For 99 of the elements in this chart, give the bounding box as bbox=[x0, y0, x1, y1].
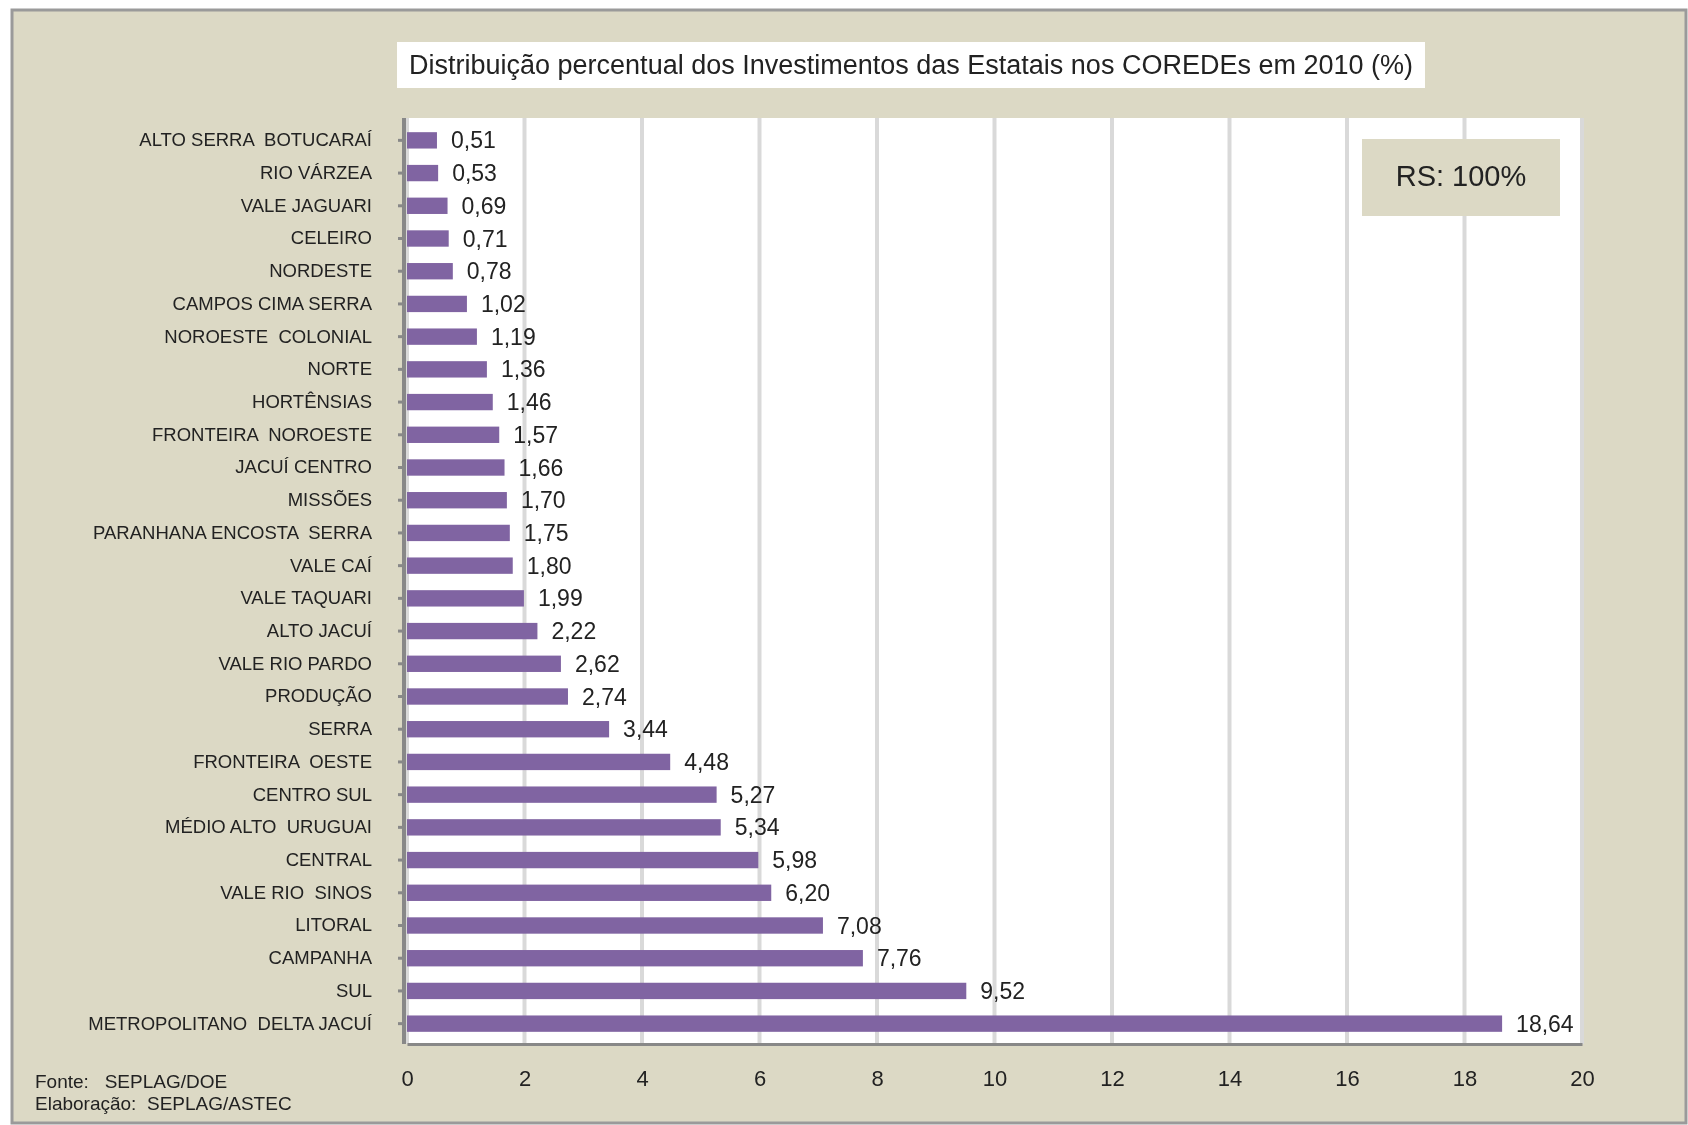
y-tick-label: CENTRAL bbox=[285, 848, 372, 870]
x-tick-label: 4 bbox=[636, 1065, 649, 1091]
data-label: 4,48 bbox=[684, 748, 729, 775]
bar bbox=[407, 230, 449, 247]
y-tick-label: VALE JAGUARI bbox=[240, 194, 372, 216]
bar bbox=[407, 295, 467, 313]
data-label: 1,02 bbox=[480, 290, 526, 317]
bar bbox=[407, 590, 524, 607]
bar bbox=[407, 950, 863, 967]
source-note: Fonte: SEPLAG/DOE bbox=[35, 1071, 228, 1092]
y-tick-label: PARANHANA ENCOSTA SERRA bbox=[93, 521, 373, 543]
x-tick-label: 20 bbox=[1570, 1065, 1595, 1091]
bar bbox=[407, 557, 513, 574]
bar bbox=[407, 917, 823, 934]
data-label: 0,71 bbox=[462, 225, 508, 252]
data-label: 0,51 bbox=[450, 127, 496, 154]
y-tick-label: CAMPANHA bbox=[268, 947, 373, 969]
bar bbox=[407, 459, 505, 476]
chart-title: Distribuição percentual dos Investimentos das Estatais nos COREDEs em 2010 (%) bbox=[409, 50, 1413, 80]
data-label: 1,19 bbox=[490, 323, 536, 350]
y-tick-label: METROPOLITANO DELTA JACUÍ bbox=[88, 1012, 373, 1034]
y-tick-label: SUL bbox=[336, 979, 372, 1001]
bar bbox=[407, 197, 448, 214]
y-tick-label: NORTE bbox=[307, 358, 372, 380]
y-tick-label: ALTO JACUÍ bbox=[266, 619, 373, 641]
bar bbox=[407, 524, 510, 542]
bar bbox=[407, 1015, 1503, 1032]
data-label: 7,08 bbox=[836, 912, 882, 939]
y-tick-label: MÉDIO ALTO URUGUAI bbox=[165, 816, 372, 838]
bar bbox=[407, 688, 568, 705]
bar bbox=[407, 164, 439, 182]
data-label: 3,44 bbox=[623, 716, 669, 743]
y-tick-label: CENTRO SUL bbox=[252, 783, 372, 805]
bar bbox=[407, 786, 717, 803]
y-tick-label: FRONTEIRA NOROESTE bbox=[152, 423, 372, 445]
bar bbox=[407, 328, 477, 345]
data-label: 0,69 bbox=[461, 192, 507, 219]
text: Elaboração: SEPLAG/ASTEC bbox=[35, 1093, 292, 1114]
y-tick-label: NORDESTE bbox=[269, 260, 372, 282]
x-tick-label: 14 bbox=[1217, 1065, 1243, 1091]
bar bbox=[407, 393, 493, 411]
data-label: 1,57 bbox=[513, 421, 558, 448]
y-tick-label: MISSÕES bbox=[287, 489, 372, 511]
y-tick-label: NOROESTE COLONIAL bbox=[164, 325, 372, 347]
data-label: 5,98 bbox=[772, 847, 818, 874]
data-label: 1,46 bbox=[506, 389, 552, 416]
bar bbox=[407, 884, 772, 901]
bar bbox=[407, 132, 437, 149]
y-tick-label: FRONTEIRA OESTE bbox=[193, 750, 372, 772]
x-tick-label: 0 bbox=[401, 1065, 414, 1091]
x-tick-label: 6 bbox=[753, 1065, 767, 1091]
x-tick-label: 2 bbox=[518, 1065, 532, 1091]
bar bbox=[407, 982, 967, 1000]
bar bbox=[407, 426, 500, 443]
bar bbox=[407, 851, 759, 869]
y-tick-label: VALE RIO PARDO bbox=[218, 652, 372, 674]
y-tick-label: VALE CAÍ bbox=[290, 554, 373, 576]
annotation: RS: 100% bbox=[1395, 160, 1527, 192]
bar bbox=[407, 721, 610, 738]
data-label: 6,20 bbox=[785, 879, 831, 906]
data-label: 1,99 bbox=[537, 585, 583, 612]
data-label: 0,78 bbox=[466, 258, 512, 285]
x-tick-label: 10 bbox=[982, 1065, 1008, 1091]
data-label: 1,66 bbox=[518, 454, 564, 481]
x-tick-label: 8 bbox=[871, 1065, 884, 1091]
data-label: 1,75 bbox=[523, 519, 569, 546]
y-tick-label: LITORAL bbox=[295, 914, 372, 936]
bar bbox=[407, 361, 487, 378]
y-tick-label: RIO VÁRZEA bbox=[259, 161, 373, 183]
data-label: 18,64 bbox=[1516, 1010, 1574, 1037]
data-label: 2,62 bbox=[574, 650, 620, 677]
bar bbox=[407, 819, 721, 836]
data-label: 0,53 bbox=[452, 160, 497, 187]
data-label: 1,70 bbox=[520, 487, 566, 514]
y-tick-label: JACUÍ CENTRO bbox=[235, 456, 372, 478]
x-tick-label: 18 bbox=[1452, 1065, 1478, 1091]
data-label: 1,80 bbox=[526, 552, 572, 579]
y-tick-label: VALE RIO SINOS bbox=[220, 881, 372, 903]
y-tick-label: CAMPOS CIMA SERRA bbox=[172, 292, 373, 314]
data-label: 2,22 bbox=[551, 618, 597, 645]
data-label: 5,27 bbox=[730, 781, 776, 808]
bar bbox=[407, 622, 538, 640]
bar bbox=[407, 655, 561, 672]
bar bbox=[407, 492, 507, 509]
y-tick-label: HORTÊNSIAS bbox=[252, 390, 372, 412]
data-label: 2,74 bbox=[581, 683, 627, 710]
x-tick-label: 16 bbox=[1335, 1065, 1360, 1091]
data-label: 7,76 bbox=[876, 945, 922, 972]
data-label: 1,36 bbox=[500, 356, 546, 383]
y-tick-label: PRODUÇÃO bbox=[265, 685, 372, 707]
bar bbox=[407, 263, 453, 280]
y-tick-label: VALE TAQUARI bbox=[240, 587, 372, 609]
x-tick-label: 12 bbox=[1100, 1065, 1125, 1091]
y-tick-label: CELEIRO bbox=[290, 227, 372, 249]
data-label: 5,34 bbox=[734, 814, 780, 841]
y-tick-label: SERRA bbox=[308, 718, 373, 740]
data-label: 9,52 bbox=[980, 977, 1026, 1004]
y-tick-label: ALTO SERRA BOTUCARAÍ bbox=[139, 129, 373, 151]
bar bbox=[407, 753, 671, 771]
